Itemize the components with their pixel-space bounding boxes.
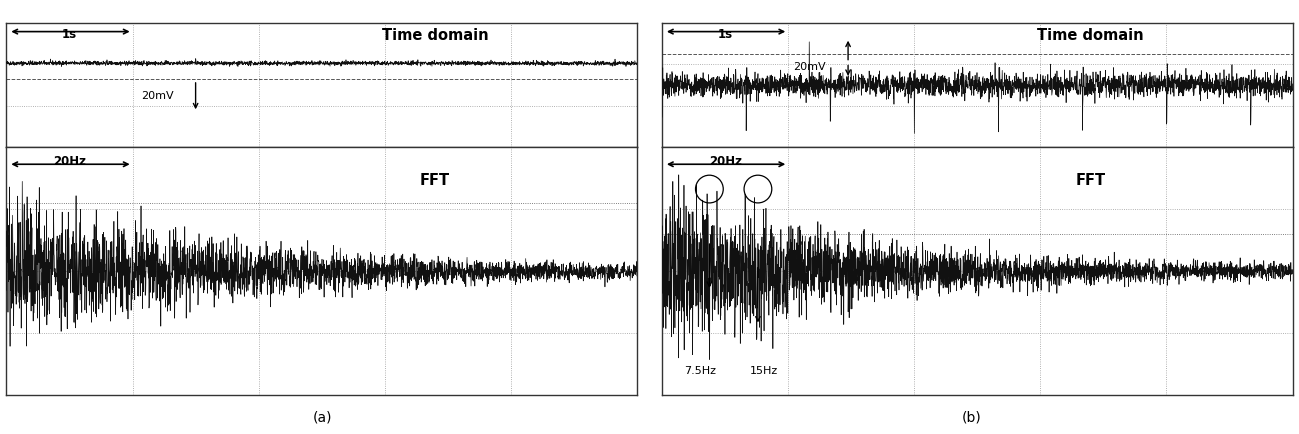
Text: (a): (a)	[312, 409, 333, 423]
Text: Time domain: Time domain	[1038, 28, 1144, 43]
Text: 20mV: 20mV	[794, 62, 826, 72]
Text: FFT: FFT	[420, 172, 451, 187]
Text: 20Hz: 20Hz	[53, 155, 86, 168]
Text: 7.5Hz: 7.5Hz	[685, 365, 716, 375]
Text: Time domain: Time domain	[382, 28, 488, 43]
Text: 1s: 1s	[62, 28, 77, 40]
Text: 20Hz: 20Hz	[709, 155, 742, 168]
Text: FFT: FFT	[1076, 172, 1105, 187]
Text: 20mV: 20mV	[140, 91, 174, 101]
Text: (b): (b)	[961, 409, 982, 423]
Text: 1s: 1s	[717, 28, 733, 40]
Text: 15Hz: 15Hz	[750, 365, 778, 375]
